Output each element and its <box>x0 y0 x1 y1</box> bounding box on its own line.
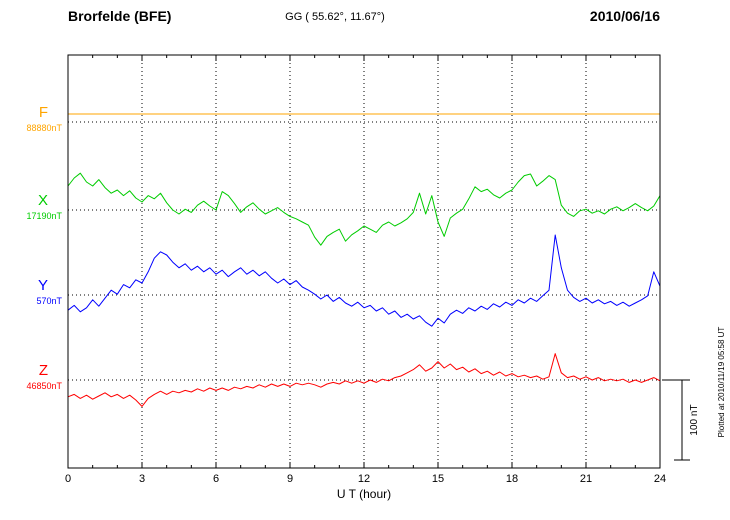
x-tick-label: 24 <box>654 473 666 485</box>
trace-baseline-y: 570nT <box>36 296 62 306</box>
x-tick-label: 21 <box>580 473 592 485</box>
trace-x <box>67 172 661 246</box>
station-title: Brorfelde (BFE) <box>68 8 172 24</box>
trace-y <box>67 234 661 327</box>
x-tick-label: 18 <box>506 473 518 485</box>
trace-baseline-f: 88880nT <box>26 123 62 133</box>
x-tick-label: 0 <box>65 473 71 485</box>
x-tick-label: 6 <box>213 473 219 485</box>
trace-label-z: Z <box>38 362 48 379</box>
trace-z <box>67 353 661 407</box>
plot-border <box>67 54 661 469</box>
plot-date: 2010/06/16 <box>589 8 660 24</box>
x-tick-label: 3 <box>139 473 145 485</box>
scale-bar-label: 100 nT <box>689 404 700 436</box>
trace-label-f: F <box>38 104 48 121</box>
trace-label-x: X <box>37 192 48 209</box>
station-coordinates: GG ( 55.62°, 11.67°) <box>285 11 385 23</box>
trace-baseline-z: 46850nT <box>26 381 62 391</box>
trace-label-y: Y <box>37 277 48 294</box>
x-tick-label: 12 <box>358 473 370 485</box>
plotted-at-note: Plotted at 2010/11/19 05:58 UT <box>717 326 726 438</box>
x-axis-title: U T (hour) <box>336 487 392 501</box>
x-tick-label: 15 <box>432 473 444 485</box>
trace-baseline-x: 17190nT <box>26 211 62 221</box>
x-tick-label: 9 <box>287 473 293 485</box>
